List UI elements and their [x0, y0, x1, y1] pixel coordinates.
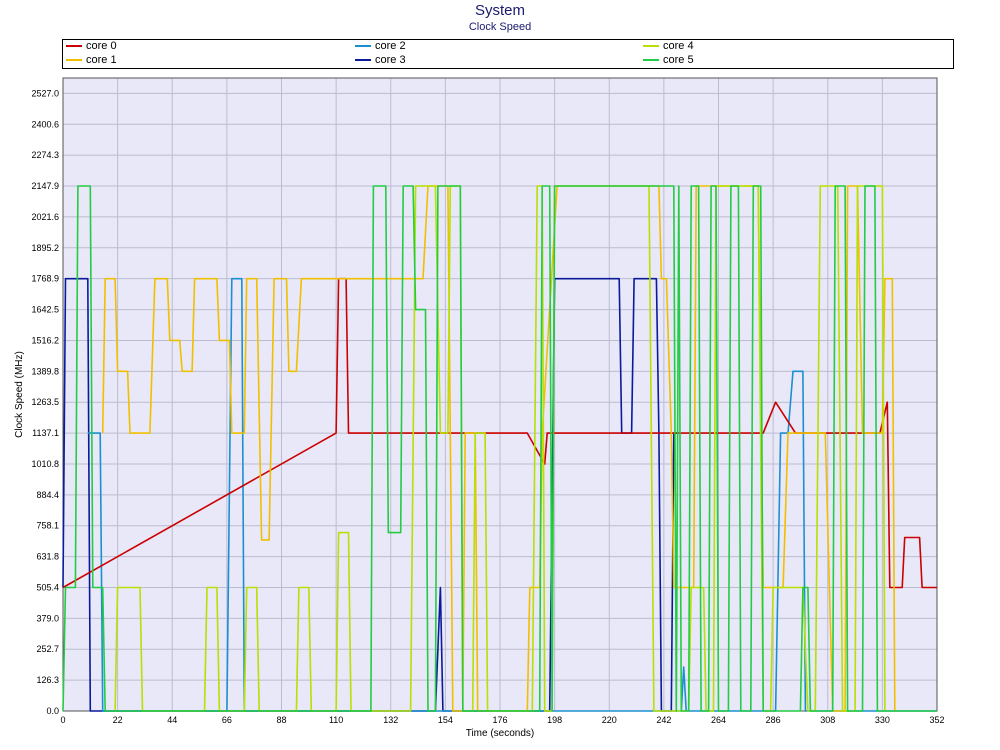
x-tick-label: 0: [60, 715, 65, 725]
legend-item: core 5: [643, 54, 694, 66]
x-tick-label: 44: [167, 715, 177, 725]
y-tick-label: 758.1: [36, 521, 59, 531]
chart-title: System: [474, 2, 525, 19]
legend-swatch: [66, 45, 82, 48]
y-tick-label: 1642.5: [31, 305, 59, 315]
series-line-core-5: [62, 185, 937, 712]
y-tick-label: 126.3: [36, 675, 59, 685]
x-tick-label: 66: [222, 715, 232, 725]
y-tick-label: 2021.6: [31, 212, 59, 222]
x-tick-label: 286: [766, 715, 781, 725]
legend-label: core 0: [86, 40, 117, 52]
legend-item: core 2: [355, 40, 406, 52]
chart-subtitle: Clock Speed: [468, 21, 532, 33]
y-tick-label: 1516.2: [31, 335, 59, 345]
x-tick-label: 264: [711, 715, 726, 725]
y-tick-label: 505.4: [36, 582, 59, 592]
y-tick-label: 0.0: [46, 706, 59, 716]
x-tick-label: 198: [547, 715, 562, 725]
y-tick-label: 2147.9: [31, 181, 59, 191]
legend-label: core 5: [663, 54, 694, 66]
x-tick-label: 242: [656, 715, 671, 725]
legend-swatch: [643, 45, 659, 48]
y-tick-label: 252.7: [36, 644, 59, 654]
y-axis-title: Clock Speed (MHz): [14, 351, 25, 438]
x-tick-label: 330: [875, 715, 890, 725]
x-tick-label: 88: [276, 715, 286, 725]
series-line-core-4: [114, 185, 886, 712]
x-tick-label: 22: [113, 715, 123, 725]
y-tick-label: 379.0: [36, 613, 59, 623]
legend-item: core 4: [643, 40, 694, 52]
legend-swatch: [355, 59, 371, 62]
series-line-core-1: [101, 185, 896, 712]
series-line-core-0: [62, 277, 937, 589]
x-tick-label: 154: [438, 715, 453, 725]
legend-label: core 2: [375, 40, 406, 52]
legend-swatch: [643, 59, 659, 62]
legend-item: core 0: [66, 40, 117, 52]
y-tick-label: 1010.8: [31, 459, 59, 469]
series-line-core-2: [87, 277, 937, 712]
y-tick-label: 631.8: [36, 552, 59, 562]
y-tick-label: 1137.1: [32, 428, 59, 438]
legend-item: core 1: [66, 54, 117, 66]
legend-label: core 3: [375, 54, 406, 66]
x-tick-label: 132: [383, 715, 398, 725]
y-tick-label: 1895.2: [31, 243, 59, 253]
legend-swatch: [66, 59, 82, 62]
y-tick-label: 1263.5: [31, 397, 59, 407]
x-axis-title: Time (seconds): [466, 728, 535, 739]
legend: core 0 core 1 core 2 core 3 core 4 core 5: [62, 39, 954, 69]
x-tick-label: 352: [929, 715, 944, 725]
legend-swatch: [355, 45, 371, 48]
x-tick-label: 176: [492, 715, 507, 725]
x-tick-label: 110: [329, 715, 343, 725]
y-tick-label: 2400.6: [31, 119, 59, 129]
x-tick-label: 220: [602, 715, 617, 725]
y-tick-label: 2527.0: [31, 88, 59, 98]
y-tick-label: 1768.9: [31, 274, 59, 284]
y-tick-label: 1389.8: [31, 366, 59, 376]
y-tick-label: 2274.3: [31, 150, 59, 160]
y-tick-label: 884.4: [36, 490, 59, 500]
legend-item: core 3: [355, 54, 406, 66]
legend-label: core 1: [86, 54, 117, 66]
x-tick-label: 308: [820, 715, 835, 725]
legend-label: core 4: [663, 40, 694, 52]
